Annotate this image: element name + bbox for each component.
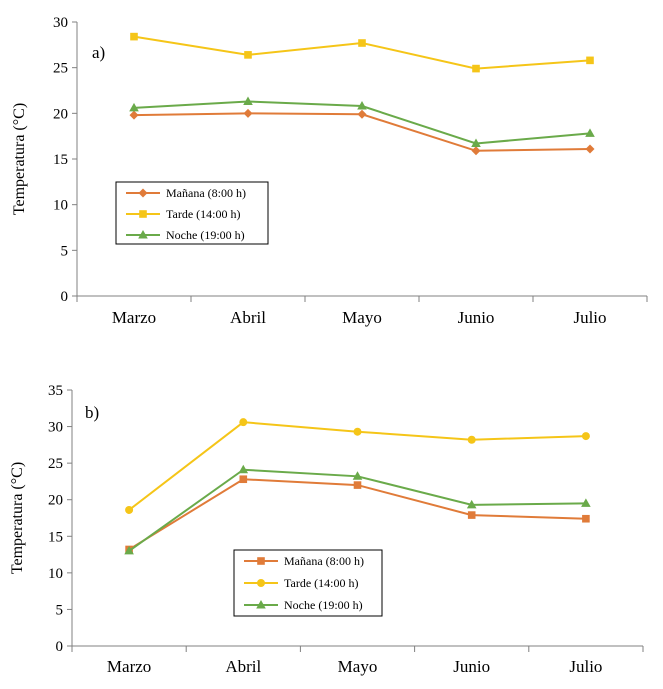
legend-swatch-marker: [139, 210, 147, 218]
x-tick-label: Abril: [225, 657, 261, 676]
series-line: [133, 112, 591, 152]
y-tick-label: 0: [61, 289, 69, 305]
y-axis-label: Temperatura (°C): [9, 462, 26, 574]
data-point: [353, 427, 362, 436]
y-tick-label: 10: [53, 198, 68, 214]
data-point: [357, 109, 367, 119]
y-tick-label: 35: [48, 383, 63, 399]
data-point: [581, 432, 590, 441]
series-line: [128, 478, 586, 551]
data-point: [582, 514, 590, 523]
y-axis-label: Temperatura (°C): [11, 103, 28, 215]
data-point: [581, 498, 591, 507]
data-point: [357, 101, 367, 110]
y-tick-label: 15: [48, 529, 63, 545]
data-point: [358, 39, 366, 47]
data-point: [124, 545, 134, 555]
legend-entry: Noche (19:00 h): [284, 598, 363, 612]
y-tick-label: 5: [61, 243, 69, 259]
x-tick-label: Junio: [458, 308, 495, 327]
legend-swatch-marker: [138, 188, 148, 198]
x-tick-label: Abril: [230, 308, 266, 327]
data-point: [239, 475, 248, 484]
data-point: [352, 471, 363, 480]
legend-swatch-marker: [256, 600, 266, 609]
x-tick-label: Julio: [573, 308, 606, 327]
y-tick-label: 10: [48, 566, 63, 582]
legend-swatch-marker: [257, 557, 265, 565]
data-point: [238, 464, 249, 474]
data-point: [239, 418, 248, 427]
data-point: [125, 505, 134, 514]
data-point: [129, 110, 139, 120]
x-tick-label: Julio: [569, 657, 602, 676]
y-tick-label: 5: [56, 602, 64, 618]
y-tick-label: 30: [53, 15, 68, 31]
y-tick-label: 15: [53, 152, 68, 168]
data-point: [585, 128, 595, 137]
x-tick-label: Marzo: [112, 308, 156, 327]
y-tick-label: 0: [56, 639, 64, 655]
y-tick-label: 20: [48, 493, 63, 509]
legend-entry: Tarde (14:00 h): [284, 576, 358, 590]
data-point: [467, 511, 476, 519]
data-point: [586, 56, 594, 65]
x-tick-label: Junio: [453, 657, 490, 676]
y-tick-label: 25: [48, 456, 63, 472]
legend-entry: Tarde (14:00 h): [166, 207, 240, 221]
chart-panel-b: 0 5 10 15 20 25 30 35 Marzo Abril Mayo Junio Julio Te…: [9, 383, 644, 676]
legend-swatch-marker: [257, 579, 265, 587]
y-tick-label: 20: [53, 106, 68, 122]
data-point: [129, 102, 139, 112]
data-point: [472, 64, 480, 73]
legend-swatch-marker: [138, 230, 148, 239]
y-tick-label: 25: [53, 61, 68, 77]
data-point: [243, 108, 253, 118]
x-tick-label: Mayo: [338, 657, 378, 676]
data-point: [585, 144, 595, 154]
chart-panel-a: 0 5 10 15 20 25 30 Marzo Abril Mayo Junio Julio Temp…: [11, 15, 648, 327]
data-point: [471, 146, 481, 156]
x-tick-label: Mayo: [342, 308, 382, 327]
data-point: [466, 499, 477, 509]
data-point: [130, 32, 138, 41]
panel-label: b): [85, 403, 99, 422]
legend-entry: Mañana (8:00 h): [284, 554, 364, 568]
panel-label: a): [92, 43, 105, 62]
data-point: [244, 51, 252, 59]
data-point: [243, 96, 253, 105]
data-point: [471, 138, 481, 147]
legend-entry: Mañana (8:00 h): [166, 186, 246, 200]
legend-entry: Noche (19:00 h): [166, 228, 245, 242]
x-tick-label: Marzo: [107, 657, 151, 676]
data-point: [467, 435, 476, 444]
y-tick-label: 30: [48, 420, 63, 436]
data-point: [353, 481, 362, 489]
